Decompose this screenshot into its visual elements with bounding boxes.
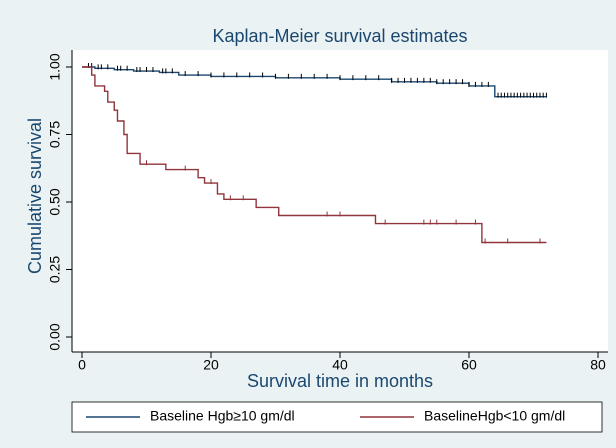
legend-label: Baseline Hgb≥10 gm/dl <box>150 408 295 424</box>
y-axis-title: Cumulative survival <box>25 118 45 274</box>
x-tick-label: 40 <box>332 357 348 373</box>
x-tick-label: 80 <box>590 357 606 373</box>
x-tick-label: 20 <box>203 357 219 373</box>
x-axis-title: Survival time in months <box>247 371 433 391</box>
y-tick-label: 0.50 <box>47 188 63 215</box>
chart-title: Kaplan-Meier survival estimates <box>212 26 467 46</box>
y-tick-label: 0.00 <box>47 323 63 350</box>
plot-area <box>72 50 608 352</box>
legend-label: BaselineHgb<10 gm/dl <box>424 408 565 424</box>
survival-curve <box>82 66 547 244</box>
y-tick-label: 0.25 <box>47 256 63 283</box>
y-tick-label: 0.75 <box>47 121 63 148</box>
x-tick-label: 0 <box>78 357 86 373</box>
legend <box>71 401 603 433</box>
x-tick-label: 60 <box>461 357 477 373</box>
y-tick-label: 1.00 <box>47 53 63 80</box>
